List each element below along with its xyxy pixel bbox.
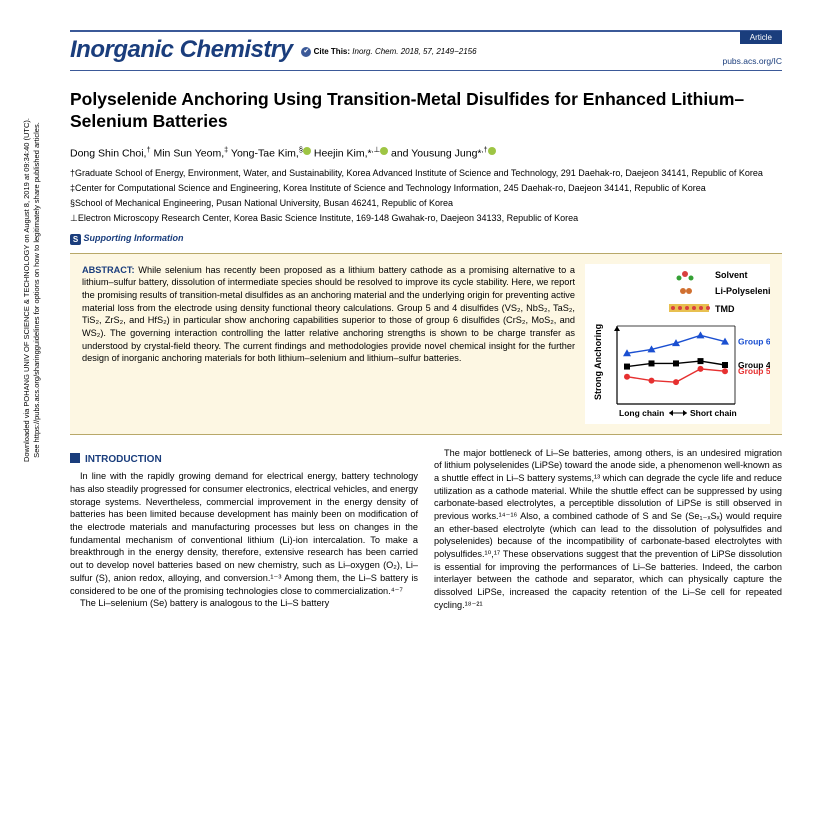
orcid-icon [303, 147, 311, 155]
svg-text:TMD: TMD [715, 304, 735, 314]
affiliation: ‡Center for Computational Science and En… [70, 182, 782, 195]
toc-figure: Solvent Li-Polyselenide TMD Strong Anchorin… [585, 264, 770, 424]
body-para: In line with the rapidly growing demand … [70, 470, 418, 597]
article-badge: Article [740, 31, 782, 44]
orcid-icon [380, 147, 388, 155]
svg-text:Long chain: Long chain [619, 408, 664, 418]
orcid-icon [488, 147, 496, 155]
body-para: The Li–selenium (Se) battery is analogou… [70, 597, 418, 610]
supporting-info-link[interactable]: S Supporting Information [70, 233, 782, 244]
abstract-text: ABSTRACT: While selenium has recently be… [82, 264, 575, 424]
article-title: Polyselenide Anchoring Using Transition-… [70, 89, 782, 133]
svg-text:Solvent: Solvent [715, 270, 748, 280]
svg-text:Short chain: Short chain [690, 408, 737, 418]
authors-line: Dong Shin Choi,† Min Sun Yeom,‡ Yong-Tae… [70, 145, 782, 160]
journal-name: Inorganic Chemistry [70, 36, 293, 63]
affiliation: §School of Mechanical Engineering, Pusan… [70, 197, 782, 210]
svg-text:Li-Polyselenide: Li-Polyselenide [715, 286, 770, 296]
body-columns: INTRODUCTION In line with the rapidly gr… [70, 447, 782, 612]
journal-header: Inorganic Chemistry ✔ Cite This: Inorg. … [70, 30, 782, 71]
svg-text:Group 6: Group 6 [738, 336, 770, 346]
pubs-link[interactable]: pubs.acs.org/IC [722, 56, 782, 66]
affiliations: †Graduate School of Energy, Environment,… [70, 167, 782, 225]
cite-this[interactable]: ✔ Cite This: Inorg. Chem. 2018, 57, 2149… [301, 47, 476, 57]
intro-heading: INTRODUCTION [70, 453, 418, 467]
affiliation: ⊥Electron Microscopy Research Center, Ko… [70, 212, 782, 225]
download-attribution: Downloaded via POHANG UNIV OF SCIENCE & … [22, 90, 42, 490]
supporting-info-icon: S [70, 234, 81, 245]
body-para: The major bottleneck of Li–Se batteries,… [434, 447, 782, 612]
abstract-box: ABSTRACT: While selenium has recently be… [70, 253, 782, 435]
svg-text:Group 5: Group 5 [738, 366, 770, 376]
check-icon: ✔ [301, 47, 311, 57]
right-column: The major bottleneck of Li–Se batteries,… [434, 447, 782, 612]
affiliation: †Graduate School of Energy, Environment,… [70, 167, 782, 180]
svg-text:Strong Anchoring: Strong Anchoring [593, 323, 603, 399]
left-column: INTRODUCTION In line with the rapidly gr… [70, 447, 418, 612]
